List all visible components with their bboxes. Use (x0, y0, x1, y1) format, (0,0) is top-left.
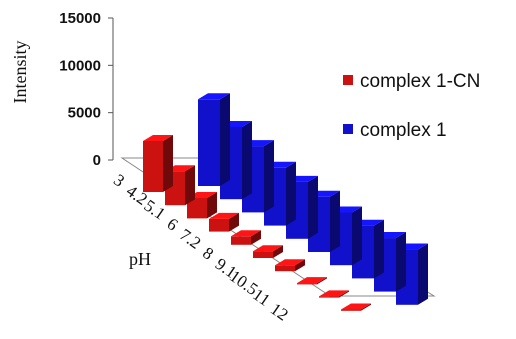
bar-complex-1-cn-5-top (253, 245, 283, 252)
bar-complex-1-cn-6-front (275, 265, 295, 272)
bar-complex-1-cn-2-side (207, 192, 217, 219)
x-tick-label: 12 (267, 299, 292, 324)
bar-complex-1-cn-0 (143, 135, 173, 192)
bar-complex-1-cn-6 (275, 259, 305, 272)
bar-complex-1-cn-8-side (339, 290, 349, 298)
bar-complex-1-0-side (220, 93, 230, 186)
bar-complex-1-cn-5-front (253, 251, 273, 258)
bar-complex-1-cn-4 (231, 230, 261, 245)
bar-complex-1-cn-4-top (231, 230, 261, 237)
x-tick-label: 3 (110, 170, 128, 190)
bar-complex-1-cn-3-top (209, 212, 239, 219)
bar-complex-1-cn-0-top (143, 135, 173, 141)
bar-complex-1-0-top (198, 93, 230, 100)
bar-complex-1-6-side (352, 206, 362, 266)
bar-complex-1-cn-4-front (231, 236, 251, 245)
bar-complex-1-9-side (418, 243, 428, 305)
bar-complex-1-1-side (242, 120, 252, 200)
bar-complex-1-cn-8 (319, 290, 349, 298)
x-axis-title: pH (129, 249, 151, 269)
bar-complex-1-cn-7 (297, 277, 327, 285)
bar-complex-1-0-front (198, 99, 220, 186)
legend: complex 1-CN complex 1 (343, 71, 480, 141)
y-tick-label: 5000 (68, 105, 101, 122)
bar-complex-1-cn-3-side (229, 212, 239, 232)
x-tick-label: 7.2 (176, 225, 204, 253)
legend-swatch-complex-1-cn (343, 75, 353, 85)
y-axis-title: Intensity (10, 41, 30, 104)
bar-complex-1-cn-9-front (341, 309, 361, 311)
bar-complex-1-cn-6-side (295, 259, 305, 272)
bar-complex-1-4-side (308, 175, 318, 239)
bar-complex-1-cn-3-front (209, 218, 229, 232)
bar-complex-1-0 (198, 93, 230, 186)
bar-complex-1-cn-7-front (297, 283, 317, 285)
bar-complex-1-3-side (286, 161, 296, 226)
bar-complex-1-5-side (330, 190, 340, 252)
bar-complex-1-cn-4-side (251, 230, 261, 245)
bar-complex-1-cn-2-front (187, 198, 207, 219)
x-tick-label: 8 (199, 243, 217, 263)
bar-complex-1-2-side (264, 140, 274, 213)
bar-complex-1-cn-0-front (143, 141, 163, 192)
bar-complex-1-cn-0-side (163, 135, 173, 192)
y-axis: 15000 10000 5000 0 (59, 10, 114, 169)
bar-complex-1-cn-1-side (185, 165, 195, 206)
legend-swatch-complex-1 (343, 124, 353, 134)
bar-complex-1-cn-9-side (361, 303, 371, 311)
bar-complex-1-cn-5 (253, 245, 283, 258)
bar-complex-1-cn-5-side (273, 245, 283, 258)
bar-complex-1-cn-7-side (317, 277, 327, 285)
bar-complex-1-cn-8-front (319, 296, 339, 298)
bar-complex-1-cn-9-top (341, 303, 371, 310)
bars (143, 93, 428, 311)
bar-complex-1-cn-6-top (275, 259, 305, 266)
bar-complex-1-cn-9 (341, 303, 371, 311)
legend-label-complex-1: complex 1 (360, 120, 447, 141)
x-tick-label: 6 (164, 214, 182, 234)
bar-complex-1-cn-8-top (319, 290, 349, 297)
bar-complex-1-cn-7-top (297, 277, 327, 284)
bar-complex-1-7-side (374, 219, 384, 279)
bar-complex-1-cn-3 (209, 212, 239, 232)
legend-label-complex-1-cn: complex 1-CN (360, 71, 480, 92)
y-tick-label: 10000 (59, 57, 101, 74)
y-tick-label: 0 (93, 152, 101, 169)
bar-complex-1-8-side (396, 232, 406, 292)
y-tick-label: 15000 (59, 10, 101, 27)
